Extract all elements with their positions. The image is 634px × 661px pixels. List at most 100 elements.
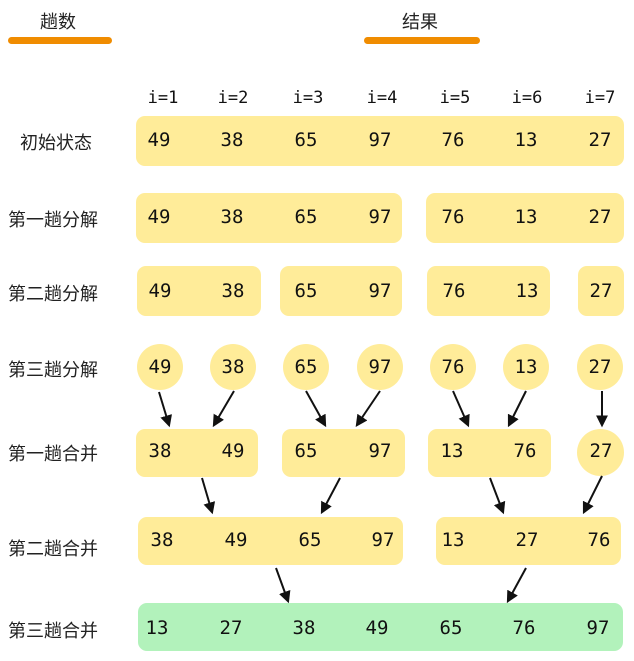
row-label-split-3: 第三趟分解 <box>8 360 98 381</box>
row-label-merge-2: 第二趟合并 <box>8 539 98 560</box>
element-value: 65 <box>294 129 318 151</box>
group-box <box>136 116 624 166</box>
element-value: 38 <box>292 617 316 639</box>
element-value: 49 <box>147 129 171 151</box>
merge-arrow <box>320 477 341 515</box>
element-value: 27 <box>588 129 612 151</box>
element-circle <box>357 344 403 390</box>
merge-arrow <box>201 477 216 515</box>
row-label-merge-3: 第三趟合并 <box>8 621 98 642</box>
element-circle <box>430 344 476 390</box>
element-value: 65 <box>294 356 318 378</box>
row-label-split-2: 第二趟分解 <box>8 284 98 305</box>
element-value: 97 <box>586 617 610 639</box>
group-box <box>138 517 403 565</box>
element-value: 49 <box>148 356 172 378</box>
element-value: 49 <box>224 529 248 551</box>
group-box <box>282 429 405 477</box>
group-box <box>137 266 261 316</box>
element-value: 97 <box>368 440 392 462</box>
group-box <box>436 517 621 565</box>
group-box <box>136 429 258 477</box>
element-value: 38 <box>148 440 172 462</box>
element-value: 27 <box>589 280 613 302</box>
merge-arrow <box>275 567 291 604</box>
row-label-split-1: 第一趟分解 <box>8 210 98 231</box>
final-result-box <box>138 603 623 651</box>
element-value: 27 <box>515 529 539 551</box>
group-box <box>578 266 624 316</box>
merge-arrow <box>305 390 327 428</box>
merge-arrow <box>212 390 235 428</box>
index-label: i=2 <box>217 88 249 108</box>
merge-arrow <box>507 390 527 428</box>
element-value: 13 <box>514 356 538 378</box>
element-value: 38 <box>150 529 174 551</box>
element-value: 27 <box>588 206 612 228</box>
element-circle <box>577 429 624 476</box>
element-value: 76 <box>512 617 536 639</box>
index-label: i=5 <box>439 88 471 108</box>
element-value: 97 <box>368 356 392 378</box>
group-box <box>280 266 402 316</box>
element-value: 38 <box>221 280 245 302</box>
merge-arrow <box>452 390 470 428</box>
element-value: 65 <box>294 206 318 228</box>
element-value: 76 <box>587 529 611 551</box>
element-circle <box>210 344 256 390</box>
header-passes-underline <box>8 37 112 44</box>
element-value: 13 <box>441 529 465 551</box>
group-box <box>136 193 402 243</box>
element-value: 13 <box>514 129 538 151</box>
index-label: i=7 <box>584 88 616 108</box>
element-value: 27 <box>588 356 612 378</box>
element-value: 65 <box>439 617 463 639</box>
index-label: i=1 <box>147 88 179 108</box>
element-value: 13 <box>440 440 464 462</box>
element-value: 49 <box>148 280 172 302</box>
element-value: 97 <box>368 129 392 151</box>
element-value: 49 <box>365 617 389 639</box>
merge-arrow <box>355 390 381 427</box>
element-circle <box>283 344 329 390</box>
element-value: 13 <box>515 280 539 302</box>
merge-arrow <box>506 567 527 604</box>
element-value: 38 <box>220 129 244 151</box>
element-value: 76 <box>513 440 537 462</box>
element-value: 13 <box>514 206 538 228</box>
header-result: 结果 <box>402 12 438 33</box>
element-value: 97 <box>371 529 395 551</box>
group-box <box>426 193 624 243</box>
group-box <box>428 429 551 477</box>
merge-arrow <box>489 477 506 515</box>
row-label-merge-1: 第一趟合并 <box>8 444 98 465</box>
element-value: 65 <box>298 529 322 551</box>
element-value: 38 <box>220 206 244 228</box>
header-result-underline <box>364 37 480 44</box>
index-label: i=6 <box>511 88 543 108</box>
element-value: 76 <box>441 129 465 151</box>
element-circle <box>577 344 623 390</box>
element-value: 97 <box>368 206 392 228</box>
element-circle <box>503 344 549 390</box>
index-label: i=4 <box>366 88 398 108</box>
element-circle <box>137 344 183 390</box>
element-value: 65 <box>294 440 318 462</box>
header-passes: 趟数 <box>40 12 76 33</box>
element-value: 27 <box>219 617 243 639</box>
element-value: 49 <box>221 440 245 462</box>
element-value: 97 <box>368 280 392 302</box>
element-value: 27 <box>589 440 613 462</box>
element-value: 13 <box>145 617 169 639</box>
group-box <box>427 266 550 316</box>
element-value: 76 <box>441 356 465 378</box>
merge-arrow <box>582 475 603 515</box>
row-label-initial: 初始状态 <box>20 133 92 154</box>
merge-arrow <box>158 391 172 428</box>
element-value: 76 <box>441 206 465 228</box>
element-value: 76 <box>442 280 466 302</box>
element-value: 65 <box>294 280 318 302</box>
index-label: i=3 <box>292 88 324 108</box>
element-value: 49 <box>147 206 171 228</box>
